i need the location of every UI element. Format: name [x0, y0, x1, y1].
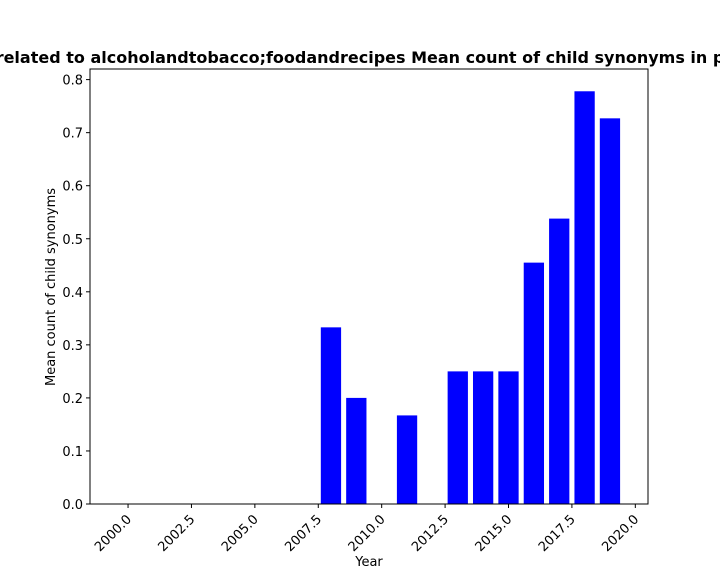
x-tick-label: 2007.5 [282, 512, 325, 555]
bar-2011 [396, 415, 418, 504]
y-tick-label: 0.0 [62, 498, 83, 513]
x-tick-label: 2000.0 [92, 512, 135, 555]
y-tick-label: 0.4 [62, 286, 83, 301]
x-tick-label: 2020.0 [599, 512, 642, 555]
y-tick-label: 0.6 [62, 180, 83, 195]
bar-2014 [472, 371, 494, 504]
x-tick-label: 2012.5 [409, 512, 452, 555]
y-tick-label: 0.8 [62, 74, 83, 89]
y-tick-label: 0.7 [62, 127, 83, 142]
y-tick-label: 0.5 [62, 233, 83, 248]
bar-2018 [574, 91, 595, 504]
x-tick-label: 2015.0 [473, 512, 516, 555]
x-tick-label: 2005.0 [219, 512, 262, 555]
bar-2009 [346, 397, 367, 504]
bar-2013 [447, 371, 468, 504]
bar-2008 [320, 327, 342, 504]
plot-frame [89, 68, 649, 505]
bar-2017 [549, 218, 570, 504]
chart-title: related to alcoholandtobacco;foodandreci… [0, 48, 720, 67]
y-tick-label: 0.2 [62, 392, 83, 407]
bar-2016 [523, 262, 545, 504]
x-tick-label: 2002.5 [156, 512, 199, 555]
x-tick-label: 2010.0 [346, 512, 389, 555]
y-tick-label: 0.1 [62, 445, 83, 460]
bar-2015 [498, 371, 519, 504]
bar-2019 [599, 118, 621, 504]
x-axis-ticks: 2000.0 2002.5 2005.0 2007.5 2010.0 2012.5 2015… [92, 504, 642, 555]
x-axis-title: Year [354, 555, 383, 570]
y-axis-title: Mean count of child synonyms [44, 188, 59, 386]
y-axis-ticks: 0.0 0.1 0.2 0.3 0.4 0.5 0.6 0.7 0.8 [62, 74, 90, 513]
y-tick-label: 0.3 [62, 339, 83, 354]
bars-group [320, 91, 621, 504]
x-tick-label: 2017.5 [536, 512, 579, 555]
